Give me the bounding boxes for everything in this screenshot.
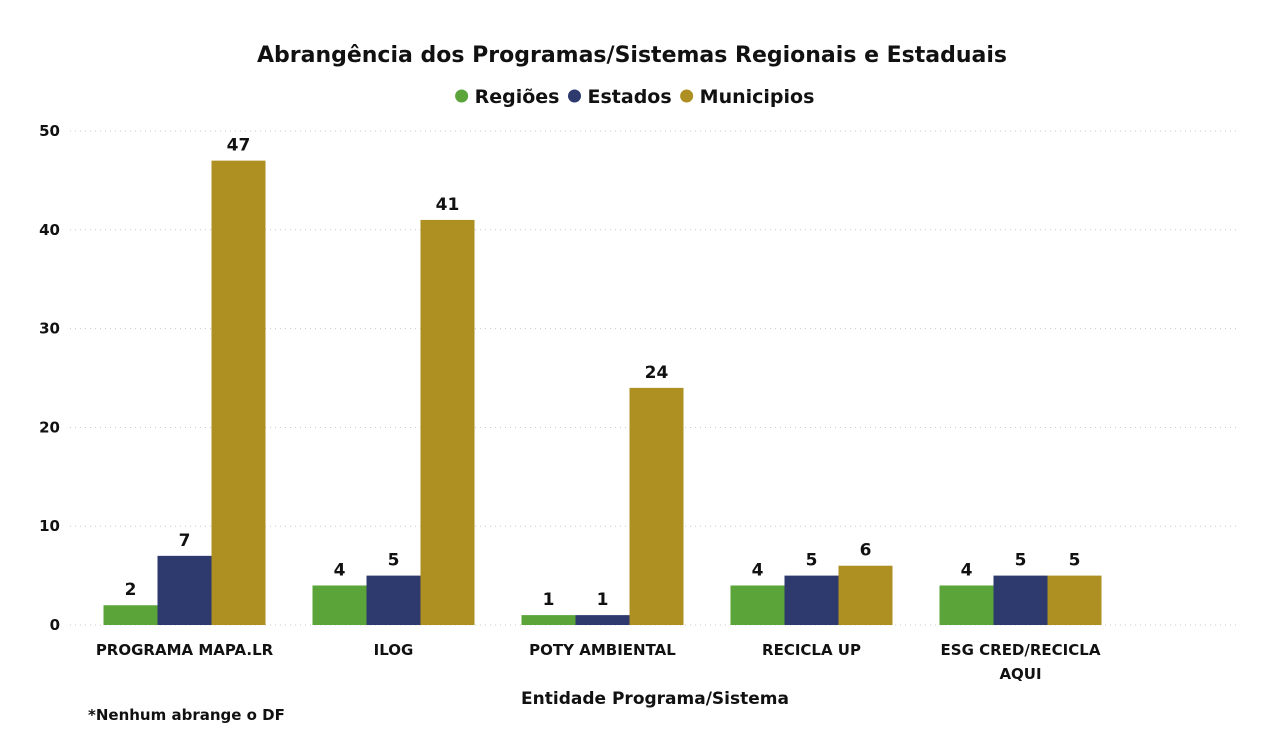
x-tick-label: PROGRAMA MAPA.LR <box>96 641 274 659</box>
data-label: 41 <box>436 195 460 215</box>
data-label: 4 <box>752 560 764 580</box>
bar <box>838 565 893 625</box>
data-label: 5 <box>1069 551 1081 571</box>
data-label: 2 <box>125 580 137 600</box>
data-labels: 2 7 47 4 5 41 1 1 24 4 5 6 4 5 5 <box>125 136 1081 610</box>
bar <box>103 605 158 625</box>
x-tick-label: RECICLA UP <box>762 641 861 659</box>
y-tick-label: 10 <box>39 517 60 535</box>
bar <box>784 575 839 625</box>
bar <box>521 615 576 625</box>
y-tick-label: 20 <box>39 418 60 436</box>
legend-marker <box>680 89 694 103</box>
bar <box>157 555 212 625</box>
y-tick-label: 50 <box>39 122 60 140</box>
x-tick-label: ESG CRED/RECICLA <box>941 641 1101 659</box>
legend: Regiões Estados Municipios <box>455 86 814 108</box>
data-label: 24 <box>645 363 669 383</box>
legend-label: Municipios <box>700 86 815 108</box>
y-tick-label: 0 <box>50 616 60 634</box>
x-tick-label: AQUI <box>999 665 1041 683</box>
chart-title: Abrangência dos Programas/Sistemas Regio… <box>257 43 1007 68</box>
data-label: 47 <box>227 136 251 156</box>
legend-label: Regiões <box>475 86 560 108</box>
legend-marker <box>568 89 581 103</box>
legend-marker <box>455 89 469 103</box>
legend-item: Regiões <box>455 86 560 108</box>
data-label: 5 <box>388 551 400 571</box>
legend-item: Municipios <box>680 86 814 108</box>
bar <box>993 575 1048 625</box>
bar <box>420 219 475 626</box>
data-label: 1 <box>597 590 609 610</box>
footnote: *Nenhum abrange o DF <box>88 706 285 724</box>
bar <box>211 160 266 625</box>
data-label: 4 <box>334 560 346 580</box>
bar <box>312 585 367 625</box>
data-label: 7 <box>179 531 191 551</box>
bar <box>939 585 994 625</box>
bar <box>629 387 684 625</box>
data-label: 5 <box>1015 551 1027 571</box>
data-label: 4 <box>961 560 973 580</box>
bars <box>103 160 1102 626</box>
data-label: 5 <box>806 551 818 571</box>
y-axis: 0 10 20 30 40 50 <box>39 122 60 634</box>
x-tick-label: ILOG <box>374 641 414 659</box>
bar <box>730 585 785 625</box>
x-tick-label: POTY AMBIENTAL <box>529 641 676 659</box>
data-label: 1 <box>543 590 555 610</box>
data-label: 6 <box>860 541 872 561</box>
legend-label: Estados <box>588 86 672 108</box>
x-axis: PROGRAMA MAPA.LR ILOG POTY AMBIENTAL RECICL… <box>96 641 1101 683</box>
x-axis-title: Entidade Programa/Sistema <box>521 689 789 709</box>
bar <box>366 575 421 625</box>
y-tick-label: 30 <box>39 320 60 338</box>
bar <box>575 615 630 625</box>
bar <box>1047 575 1102 625</box>
y-tick-label: 40 <box>39 221 60 239</box>
legend-item: Estados <box>568 86 672 108</box>
